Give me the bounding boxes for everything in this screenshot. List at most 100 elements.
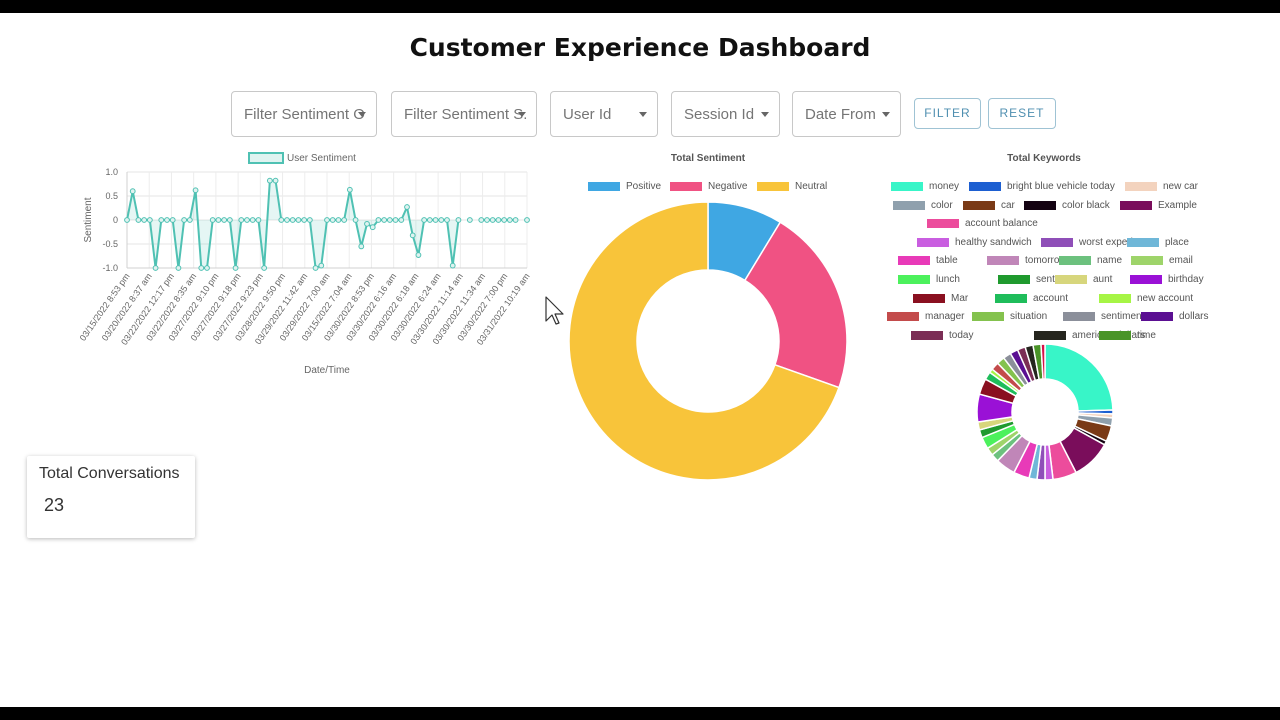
- filter-sentiment-overall-select[interactable]: Filter Sentiment O...: [231, 91, 377, 137]
- sentiment-point: [129, 188, 136, 195]
- video-top-bar: [0, 0, 1280, 13]
- legend-swatch-color-black: [1024, 201, 1056, 210]
- legend-label-name: name: [1097, 255, 1123, 266]
- legend-label-negative: Negative: [708, 181, 748, 192]
- sentiment-point: [369, 224, 376, 231]
- sentiment-point: [341, 217, 348, 223]
- legend-swatch-account: [995, 294, 1027, 303]
- sentiment-point: [381, 217, 388, 223]
- legend-swatch-email: [1131, 256, 1163, 265]
- legend-swatch-table: [898, 256, 930, 265]
- sentiment-point: [284, 217, 290, 223]
- total-sentiment-title: Total Sentiment: [670, 153, 746, 164]
- y-tick-label: 1.0: [105, 167, 118, 177]
- sentiment-point: [255, 217, 262, 223]
- legend-label-sentiment: sentiment: [1101, 311, 1145, 322]
- legend-swatch-account-balance: [927, 219, 959, 228]
- total-sentiment-donut-chart: [568, 201, 848, 481]
- legend-label-aunt: aunt: [1093, 274, 1113, 285]
- legend-label-time: time: [1137, 330, 1156, 341]
- sentiment-point: [244, 217, 250, 223]
- legend-swatch-time: [1099, 331, 1131, 340]
- video-bottom-bar: [0, 707, 1280, 720]
- legend-label-email: email: [1169, 255, 1193, 266]
- line-chart-legend: User Sentiment: [248, 152, 356, 164]
- legend-label-worst-experience: worst experience: [1079, 237, 1155, 248]
- sentiment-point: [209, 217, 216, 223]
- sentiment-point: [278, 217, 285, 223]
- sentiment-point: [295, 217, 302, 223]
- sentiment-point: [181, 217, 188, 223]
- filter-sentiment-score-select[interactable]: Filter Sentiment S...: [391, 91, 537, 137]
- sentiment-point: [358, 243, 365, 250]
- legend-label-positive: Positive: [626, 181, 662, 192]
- legend-swatch-neutral: [757, 182, 789, 191]
- legend-label-healthy-sandwich: healthy sandwich: [955, 237, 1032, 248]
- sentiment-point: [306, 217, 313, 223]
- sentiment-point: [329, 217, 336, 223]
- legend-swatch-aunt: [1055, 275, 1087, 284]
- sentiment-point: [226, 217, 233, 223]
- filter-bar: Filter Sentiment O... Filter Sentiment S…: [0, 91, 1280, 139]
- legend-label-color: color: [931, 200, 953, 211]
- legend-swatch-american-dollars: [1034, 331, 1066, 340]
- sentiment-point: [512, 217, 519, 223]
- filter-sentiment-score-label: Filter Sentiment S...: [404, 106, 526, 123]
- sentiment-point: [261, 265, 268, 271]
- date-from-label: Date From: [805, 106, 876, 123]
- reset-button[interactable]: RESET: [988, 98, 1056, 129]
- legend-label-lunch: lunch: [936, 274, 960, 285]
- y-tick-label: -0.5: [102, 239, 118, 249]
- sentiment-point: [335, 217, 342, 223]
- sentiment-point: [449, 262, 456, 269]
- total-keywords-donut-chart: [976, 343, 1114, 481]
- sentiment-point: [232, 265, 239, 271]
- legend-label-new-car: new car: [1163, 181, 1199, 192]
- legend-swatch-money: [891, 182, 923, 191]
- sentiment-point: [175, 265, 182, 271]
- sentiment-point: [352, 217, 359, 223]
- sentiment-point: [484, 217, 490, 223]
- date-from-select[interactable]: Date From: [792, 91, 901, 137]
- session-id-select[interactable]: Session Id: [671, 91, 780, 137]
- user-id-label: User Id: [563, 106, 612, 123]
- sentiment-point: [386, 217, 393, 223]
- legend-swatch-name: [1059, 256, 1091, 265]
- legend-swatch-healthy-sandwich: [917, 238, 949, 247]
- sentiment-point: [478, 217, 485, 223]
- legend-swatch-sentence: [998, 275, 1030, 284]
- sentiment-point: [524, 217, 530, 223]
- legend-swatch-manager: [887, 312, 919, 321]
- sentiment-point: [489, 217, 496, 223]
- legend-swatch-place: [1127, 238, 1159, 247]
- legend-label-place: place: [1165, 237, 1189, 248]
- filter-button[interactable]: FILTER: [914, 98, 981, 129]
- legend-swatch-new-account: [1099, 294, 1131, 303]
- legend-label-situation: situation: [1010, 311, 1048, 322]
- sentiment-point: [312, 265, 319, 271]
- sentiment-point: [444, 217, 450, 223]
- mouse-cursor-icon: [545, 296, 564, 325]
- sentiment-point: [124, 217, 130, 223]
- sentiment-point: [158, 217, 165, 223]
- sentiment-point: [415, 252, 422, 258]
- legend-swatch-worst-experience: [1041, 238, 1073, 247]
- session-id-label: Session Id: [684, 106, 755, 123]
- sentiment-point: [455, 217, 462, 223]
- legend-label-money: money: [929, 181, 960, 192]
- legend-label-user-sentiment: User Sentiment: [287, 153, 356, 164]
- sentiment-point: [215, 217, 222, 223]
- sentiment-point: [495, 217, 502, 223]
- sentiment-point: [249, 217, 256, 223]
- total-conversations-label: Total Conversations: [39, 465, 180, 482]
- legend-label-bright-blue-vehicle-today: bright blue vehicle today: [1007, 181, 1115, 192]
- sentiment-point: [432, 217, 439, 223]
- sentiment-point: [409, 232, 416, 239]
- user-id-select[interactable]: User Id: [550, 91, 658, 137]
- chevron-down-icon: [761, 112, 769, 117]
- sentiment-area-fill: [127, 180, 527, 268]
- sentiment-point: [466, 217, 473, 223]
- sentiment-point: [364, 220, 370, 227]
- legend-label-car: car: [1001, 200, 1015, 211]
- sentiment-point: [169, 217, 176, 223]
